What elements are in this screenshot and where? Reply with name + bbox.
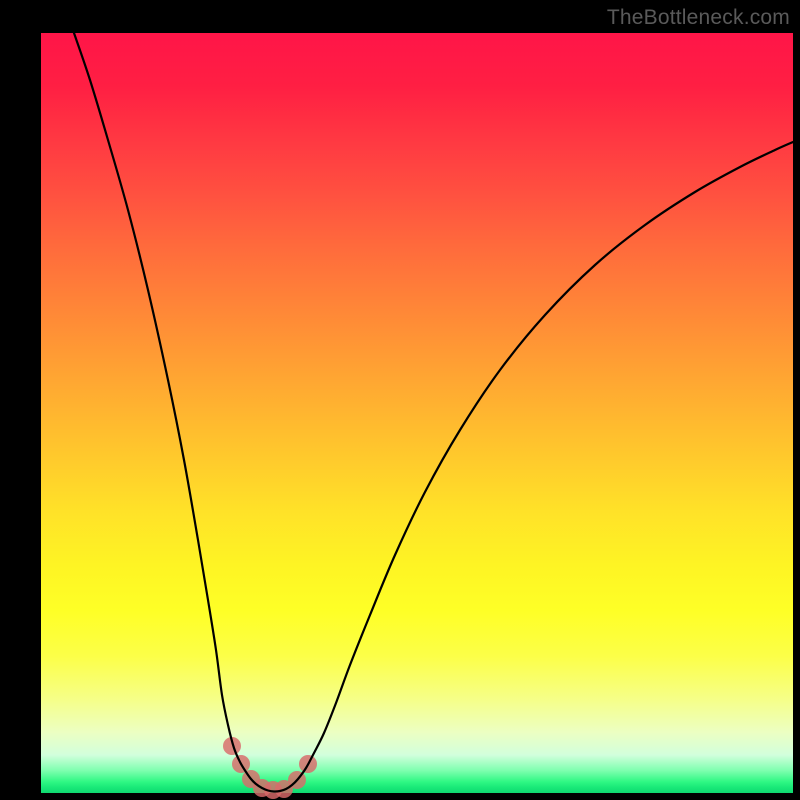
plot-gradient-area <box>41 33 793 793</box>
watermark-text: TheBottleneck.com <box>607 6 790 30</box>
